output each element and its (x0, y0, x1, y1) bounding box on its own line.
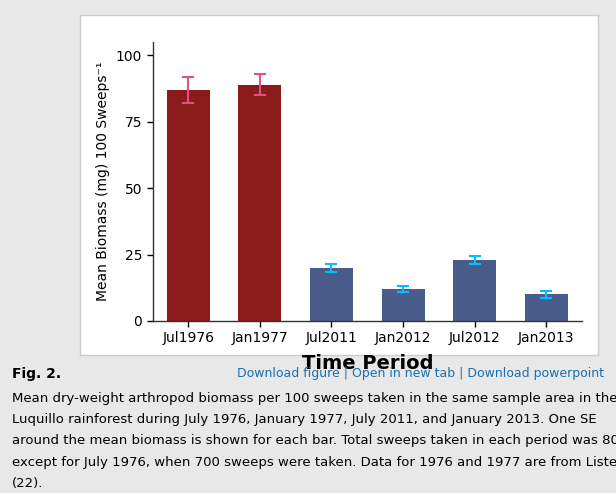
Bar (381, 289, 424, 321)
Text: Download figure | Open in new tab | Download powerpoint: Download figure | Open in new tab | Down… (237, 367, 604, 380)
Text: Mean dry-weight arthropod biomass per 100 sweeps taken in the same sample area i: Mean dry-weight arthropod biomass per 10… (12, 392, 616, 405)
Text: Fig. 2.: Fig. 2. (12, 367, 62, 381)
Bar (525, 294, 568, 321)
Text: (22).: (22). (12, 477, 44, 490)
Bar (238, 84, 282, 321)
Text: around the mean biomass is shown for each bar. Total sweeps taken in each period: around the mean biomass is shown for eac… (12, 434, 616, 447)
Text: except for July 1976, when 700 sweeps were taken. Data for 1976 and 1977 are fro: except for July 1976, when 700 sweeps we… (12, 456, 616, 468)
Bar (167, 90, 210, 321)
Bar (310, 268, 353, 321)
Bar (453, 260, 496, 321)
Y-axis label: Mean Biomass (mg) 100 Sweeps⁻¹: Mean Biomass (mg) 100 Sweeps⁻¹ (96, 62, 110, 301)
X-axis label: Time Period: Time Period (301, 353, 433, 373)
Text: Luquillo rainforest during July 1976, January 1977, July 2011, and January 2013.: Luquillo rainforest during July 1976, Ja… (12, 413, 597, 426)
